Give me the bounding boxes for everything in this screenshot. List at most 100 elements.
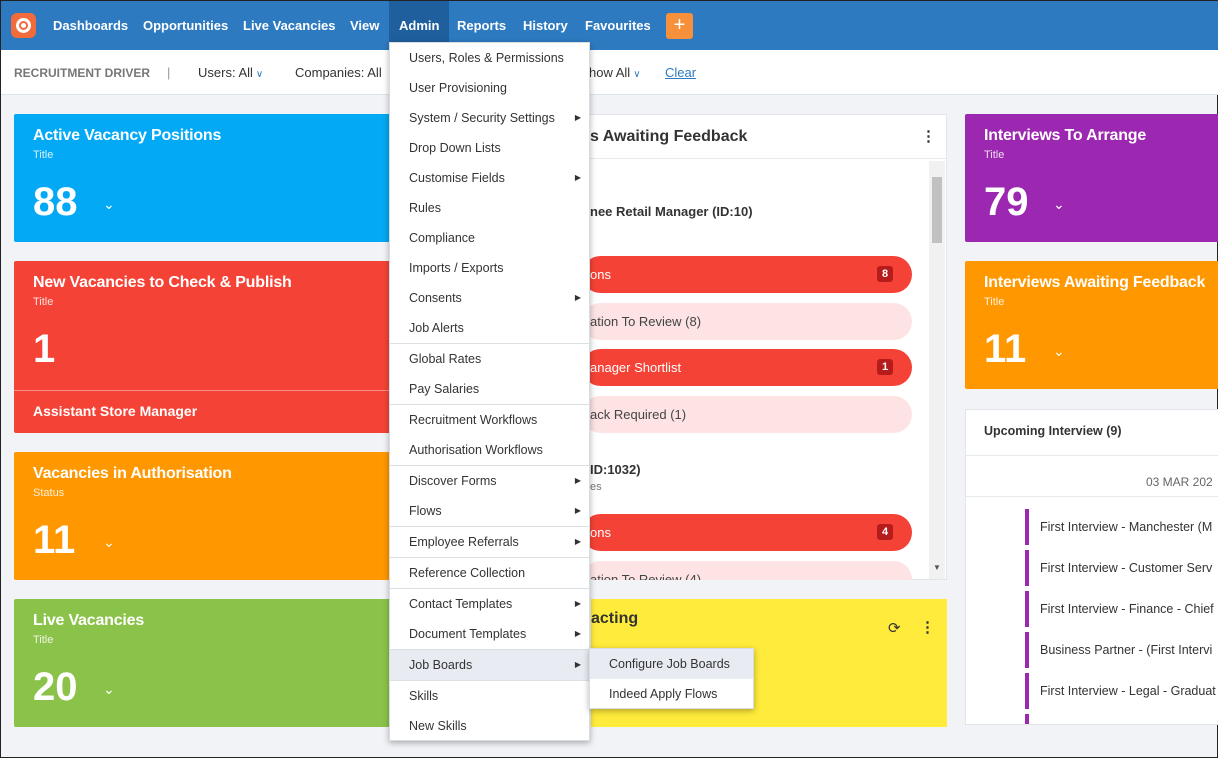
submenu-item-indeed-apply-flows[interactable]: Indeed Apply Flows	[590, 679, 753, 709]
nav-view[interactable]: View	[350, 18, 380, 33]
menu-item-users-roles-permissions[interactable]: Users, Roles & Permissions	[390, 43, 589, 73]
job-boards-submenu: Configure Job Boards Indeed Apply Flows	[589, 648, 754, 709]
tile-title: Interviews To Arrange	[984, 127, 1147, 144]
menu-item-imports-exports[interactable]: Imports / Exports	[390, 253, 589, 283]
menu-item-user-provisioning[interactable]: User Provisioning	[390, 73, 589, 103]
menu-item-pay-salaries[interactable]: Pay Salaries	[390, 374, 589, 404]
scroll-down-arrow-icon[interactable]: ▼	[933, 563, 941, 572]
tile-interviews-to-arrange[interactable]: Interviews To Arrange Title 79 ⌄	[965, 114, 1218, 242]
interview-row[interactable]: First Interview - Customer Serv	[1025, 550, 1218, 586]
menu-item-discover-forms[interactable]: Discover Forms ▶	[390, 466, 589, 496]
menu-item-global-rates[interactable]: Global Rates	[390, 344, 589, 374]
app-logo-icon[interactable]	[11, 13, 36, 38]
menu-item-job-alerts[interactable]: Job Alerts	[390, 313, 589, 343]
menu-item-customise-fields[interactable]: Customise Fields ▶	[390, 163, 589, 193]
menu-item-system-security-settings[interactable]: System / Security Settings ▶	[390, 103, 589, 133]
menu-separator	[390, 680, 589, 681]
chevron-right-icon: ▶	[574, 293, 581, 302]
menu-item-consents[interactable]: Consents ▶	[390, 283, 589, 313]
menu-separator	[390, 557, 589, 558]
pill-application-to-review[interactable]: ation To Review (4)	[582, 561, 912, 580]
scroll-thumb[interactable]	[932, 177, 942, 243]
menu-item-contact-templates[interactable]: Contact Templates ▶	[390, 589, 589, 619]
scrollbar[interactable]: ▼	[929, 161, 945, 579]
chevron-down-icon[interactable]: ⌄	[1053, 196, 1065, 212]
tile-subtitle: Title	[33, 296, 54, 308]
submenu-item-label: Configure Job Boards	[609, 657, 730, 671]
interview-row[interactable]: First Interview - Manchester (M	[1025, 509, 1218, 545]
top-nav: Dashboards Opportunities Live Vacancies …	[1, 1, 1218, 50]
add-button[interactable]: +	[666, 13, 693, 39]
pill-applications[interactable]: ons 4	[582, 514, 912, 551]
menu-item-flows[interactable]: Flows ▶	[390, 496, 589, 526]
tile-new-vacancies[interactable]: New Vacancies to Check & Publish Title 1…	[14, 261, 394, 433]
more-options-icon[interactable]: ⋮	[920, 619, 935, 636]
tile-title: Interviews Awaiting Feedback	[984, 274, 1206, 291]
menu-item-authorisation-workflows[interactable]: Authorisation Workflows	[390, 435, 589, 465]
nav-reports[interactable]: Reports	[457, 18, 507, 33]
pill-manager-shortlist[interactable]: anager Shortlist 1	[582, 349, 912, 386]
menu-item-label: User Provisioning	[409, 81, 507, 95]
submenu-item-configure-job-boards[interactable]: Configure Job Boards	[590, 649, 753, 679]
menu-item-label: Pay Salaries	[409, 382, 480, 396]
chevron-right-icon: ▶	[574, 506, 581, 515]
nav-favourites[interactable]: Favourites	[585, 18, 651, 33]
menu-item-document-templates[interactable]: Document Templates ▶	[390, 619, 589, 649]
nav-live-vacancies[interactable]: Live Vacancies	[243, 18, 336, 33]
menu-separator	[390, 526, 589, 527]
pill-applications[interactable]: ons 8	[582, 256, 912, 293]
date-header: 03 MAR 202	[1146, 475, 1213, 489]
interview-row[interactable]: Business Partner - (First Intervi	[1025, 632, 1218, 668]
menu-separator	[390, 588, 589, 589]
menu-item-new-skills[interactable]: New Skills	[390, 711, 589, 741]
menu-separator	[390, 465, 589, 466]
pill-label: ation To Review (4)	[590, 572, 702, 580]
tile-subtitle: Title	[984, 149, 1005, 161]
refresh-icon[interactable]: ⟳	[888, 620, 901, 637]
pill-application-to-review[interactable]: ation To Review (8)	[582, 303, 912, 340]
tile-title: New Vacancies to Check & Publish	[33, 274, 292, 291]
tile-title: Active Vacancy Positions	[33, 127, 222, 144]
pill-feedback-required[interactable]: ack Required (1)	[582, 396, 912, 433]
interview-label: Business Partner - (First Intervi	[1040, 643, 1213, 657]
chevron-right-icon: ▶	[574, 476, 581, 485]
tile-live-vacancies[interactable]: Live Vacancies Title 20 ⌄	[14, 599, 394, 727]
job-title[interactable]: ID:1032)	[590, 462, 641, 477]
pill-label: ons	[590, 267, 611, 282]
nav-opportunities[interactable]: Opportunities	[143, 18, 229, 33]
companies-filter[interactable]: Companies: All	[295, 65, 382, 80]
tile-footer[interactable]: Assistant Store Manager	[33, 403, 198, 419]
clear-link[interactable]: Clear	[665, 65, 697, 80]
nav-history[interactable]: History	[523, 18, 568, 33]
menu-item-compliance[interactable]: Compliance	[390, 223, 589, 253]
menu-item-label: Document Templates	[409, 627, 527, 641]
menu-item-job-boards[interactable]: Job Boards ▶	[390, 650, 589, 680]
nav-dashboards[interactable]: Dashboards	[53, 18, 129, 33]
tile-active-vacancy-positions[interactable]: Active Vacancy Positions Title 88 ⌄	[14, 114, 394, 242]
interview-row[interactable]: First Interview - Legal - Graduat	[1025, 673, 1218, 709]
chevron-down-icon[interactable]: ⌄	[1053, 343, 1065, 359]
job-title[interactable]: nee Retail Manager (ID:10)	[590, 204, 753, 219]
menu-item-drop-down-lists[interactable]: Drop Down Lists	[390, 133, 589, 163]
menu-item-label: Skills	[409, 689, 439, 703]
menu-item-label: System / Security Settings	[409, 111, 555, 125]
tile-interviews-awaiting-feedback[interactable]: Interviews Awaiting Feedback Title 11 ⌄	[965, 261, 1218, 389]
interview-label: First Interview - Finance - Chief	[1040, 602, 1214, 616]
more-options-icon[interactable]: ⋮	[921, 128, 936, 145]
interview-row[interactable]: First Interview - Finance - Chief	[1025, 591, 1218, 627]
users-filter[interactable]: Users: All ∨	[198, 65, 263, 80]
tile-vacancies-in-authorisation[interactable]: Vacancies in Authorisation Status 11 ⌄	[14, 452, 394, 580]
chevron-down-icon[interactable]: ⌄	[103, 681, 115, 697]
menu-item-rules[interactable]: Rules	[390, 193, 589, 223]
chevron-down-icon[interactable]: ⌄	[103, 534, 115, 550]
menu-item-label: Drop Down Lists	[409, 141, 501, 155]
panel-title: Upcoming Interview (9)	[984, 424, 1122, 438]
menu-item-reference-collection[interactable]: Reference Collection	[390, 558, 589, 588]
menu-item-recruitment-workflows[interactable]: Recruitment Workflows	[390, 405, 589, 435]
menu-item-label: Customise Fields	[409, 171, 505, 185]
menu-item-skills[interactable]: Skills	[390, 681, 589, 711]
show-filter[interactable]: how All ∨	[589, 65, 641, 80]
menu-item-employee-referrals[interactable]: Employee Referrals ▶	[390, 527, 589, 557]
chevron-down-icon[interactable]: ⌄	[103, 196, 115, 212]
divider	[966, 455, 1218, 456]
